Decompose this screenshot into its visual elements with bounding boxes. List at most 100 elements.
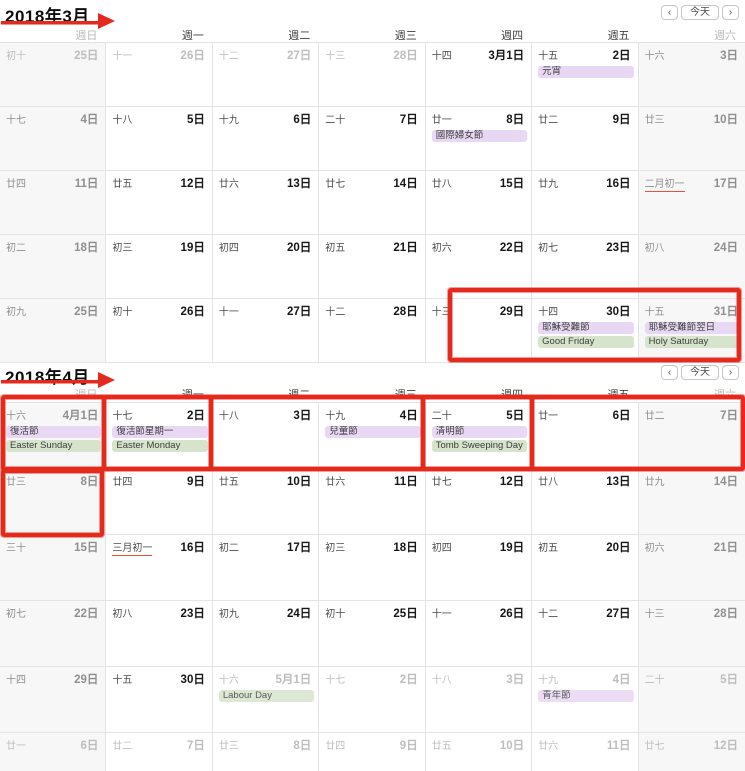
next-month-button[interactable]: › [722, 365, 739, 380]
day-cell-april-22日[interactable]: 初七 22日 [0, 601, 107, 667]
event-chip[interactable]: 青年節 [538, 690, 634, 702]
day-cell-march-26日[interactable]: 初十 26日 [106, 299, 213, 363]
day-cell-april-8日[interactable]: 廿三 8日 [212, 733, 320, 771]
day-cell-march-19日[interactable]: 初三 19日 [106, 235, 213, 299]
day-cell-april-4日[interactable]: 十九 4日 兒童節 [319, 403, 426, 469]
day-cell-march-22日[interactable]: 初六 22日 [425, 235, 533, 299]
day-cell-march-28日[interactable]: 十二 28日 [319, 299, 426, 363]
day-cell-april-11日[interactable]: 廿六 11日 [319, 469, 426, 535]
day-cell-april-6日[interactable]: 廿一 6日 [0, 733, 107, 771]
day-cell-march-29日[interactable]: 十三 29日 [425, 299, 533, 363]
day-cell-april-20日[interactable]: 初五 20日 [532, 535, 639, 601]
day-cell-march-27日[interactable]: 十一 27日 [212, 299, 320, 363]
day-cell-march-18日[interactable]: 初二 18日 [0, 235, 107, 299]
day-cell-april-8日[interactable]: 廿三 8日 [0, 469, 107, 535]
event-chip[interactable]: Easter Sunday [6, 440, 102, 452]
day-cell-april-4日[interactable]: 十九 4日 青年節 [532, 667, 639, 733]
day-cell-april-7日[interactable]: 廿二 7日 [638, 403, 745, 469]
day-cell-april-9日[interactable]: 廿四 9日 [319, 733, 426, 771]
day-cell-march-24日[interactable]: 初八 24日 [638, 235, 745, 299]
day-cell-march-13日[interactable]: 廿六 13日 [212, 171, 320, 235]
day-cell-march-26日[interactable]: 十一 26日 [106, 43, 213, 107]
day-cell-april-11日[interactable]: 廿六 11日 [532, 733, 639, 771]
event-chip[interactable]: Tomb Sweeping Day [431, 440, 528, 452]
date-label: 27日 [286, 50, 312, 62]
day-cell-april-6日[interactable]: 廿一 6日 [532, 403, 639, 469]
day-cell-april-19日[interactable]: 初四 19日 [425, 535, 533, 601]
day-cell-march-5日[interactable]: 十八 5日 [106, 107, 213, 171]
day-cell-april-4月1日[interactable]: 十六 4月1日 復活節 Easter Sunday [0, 403, 107, 469]
day-cell-april-2日[interactable]: 十七 2日 復活節星期一 Easter Monday [106, 403, 213, 469]
event-chip[interactable]: 元宵 [538, 66, 634, 78]
day-cell-march-20日[interactable]: 初四 20日 [212, 235, 320, 299]
day-cell-april-5月1日[interactable]: 十六 5月1日 Labour Day [212, 667, 320, 733]
today-button[interactable]: 今天 [681, 5, 719, 20]
day-cell-april-17日[interactable]: 初二 17日 [212, 535, 320, 601]
day-cell-march-23日[interactable]: 初七 23日 [532, 235, 639, 299]
day-cell-march-3月1日[interactable]: 十四 3月1日 [425, 43, 533, 107]
today-button[interactable]: 今天 [681, 365, 719, 380]
day-cell-april-24日[interactable]: 初九 24日 [212, 601, 320, 667]
day-cell-april-2日[interactable]: 十七 2日 [319, 667, 426, 733]
day-cell-april-27日[interactable]: 十二 27日 [532, 601, 639, 667]
event-chip[interactable]: 復活節 [6, 426, 102, 438]
day-cell-april-10日[interactable]: 廿五 10日 [425, 733, 533, 771]
day-cell-march-27日[interactable]: 十二 27日 [212, 43, 320, 107]
event-chip[interactable]: 耶穌受難節翌日 [644, 322, 741, 334]
day-cell-april-5日[interactable]: 二十 5日 [638, 667, 745, 733]
day-cell-april-14日[interactable]: 廿九 14日 [638, 469, 745, 535]
day-cell-april-30日[interactable]: 十五 30日 [106, 667, 213, 733]
day-cell-april-12日[interactable]: 廿七 12日 [638, 733, 745, 771]
event-chip[interactable]: Labour Day [218, 690, 315, 702]
day-cell-march-14日[interactable]: 廿七 14日 [319, 171, 426, 235]
event-chip[interactable]: Easter Monday [112, 440, 208, 452]
lunar-date-label: 十三 [431, 307, 452, 318]
day-cell-march-16日[interactable]: 廿九 16日 [532, 171, 639, 235]
day-cell-april-7日[interactable]: 廿二 7日 [106, 733, 213, 771]
event-chip[interactable]: Good Friday [538, 336, 634, 348]
day-cell-march-8日[interactable]: 廿一 8日 國際婦女節 [425, 107, 533, 171]
day-cell-march-25日[interactable]: 初十 25日 [0, 43, 107, 107]
day-cell-april-5日[interactable]: 二十 5日 清明節 Tomb Sweeping Day [425, 403, 533, 469]
event-chip[interactable]: 耶穌受難節 [538, 322, 634, 334]
day-cell-april-25日[interactable]: 初十 25日 [319, 601, 426, 667]
day-cell-march-28日[interactable]: 十三 28日 [319, 43, 426, 107]
event-chip[interactable]: 復活節星期一 [112, 426, 208, 438]
day-cell-march-21日[interactable]: 初五 21日 [319, 235, 426, 299]
day-cell-april-16日[interactable]: 三月初一 16日 [106, 535, 213, 601]
day-cell-march-31日[interactable]: 十五 31日 耶穌受難節翌日 Holy Saturday [638, 299, 745, 363]
day-cell-march-6日[interactable]: 十九 6日 [212, 107, 320, 171]
day-cell-april-10日[interactable]: 廿五 10日 [212, 469, 320, 535]
day-cell-march-3日[interactable]: 十六 3日 [638, 43, 745, 107]
day-cell-april-15日[interactable]: 三十 15日 [0, 535, 107, 601]
day-cell-april-18日[interactable]: 初三 18日 [319, 535, 426, 601]
next-month-button[interactable]: › [722, 5, 739, 20]
day-cell-march-15日[interactable]: 廿八 15日 [425, 171, 533, 235]
day-cell-march-2日[interactable]: 十五 2日 元宵 [532, 43, 639, 107]
day-cell-march-30日[interactable]: 十四 30日 耶穌受難節 Good Friday [532, 299, 639, 363]
event-chip[interactable]: Holy Saturday [644, 336, 741, 348]
event-chip[interactable]: 國際婦女節 [431, 130, 528, 142]
event-chip[interactable]: 兒童節 [325, 426, 421, 438]
day-cell-march-11日[interactable]: 廿四 11日 [0, 171, 107, 235]
day-cell-april-28日[interactable]: 十三 28日 [638, 601, 745, 667]
day-cell-march-12日[interactable]: 廿五 12日 [106, 171, 213, 235]
prev-month-button[interactable]: ‹ [661, 365, 678, 380]
day-cell-march-17日[interactable]: 二月初一 17日 [638, 171, 745, 235]
day-cell-march-10日[interactable]: 廿三 10日 [638, 107, 745, 171]
day-cell-april-23日[interactable]: 初八 23日 [106, 601, 213, 667]
day-cell-march-25日[interactable]: 初九 25日 [0, 299, 107, 363]
day-cell-april-26日[interactable]: 十一 26日 [425, 601, 533, 667]
day-cell-april-29日[interactable]: 十四 29日 [0, 667, 107, 733]
day-cell-april-12日[interactable]: 廿七 12日 [425, 469, 533, 535]
day-cell-april-3日[interactable]: 十八 3日 [425, 667, 533, 733]
day-cell-april-9日[interactable]: 廿四 9日 [106, 469, 213, 535]
day-cell-april-3日[interactable]: 十八 3日 [212, 403, 320, 469]
day-cell-march-7日[interactable]: 二十 7日 [319, 107, 426, 171]
event-chip[interactable]: 清明節 [431, 426, 528, 438]
day-cell-april-21日[interactable]: 初六 21日 [638, 535, 745, 601]
day-cell-march-4日[interactable]: 十七 4日 [0, 107, 107, 171]
day-cell-march-9日[interactable]: 廿二 9日 [532, 107, 639, 171]
day-cell-april-13日[interactable]: 廿八 13日 [532, 469, 639, 535]
prev-month-button[interactable]: ‹ [661, 5, 678, 20]
